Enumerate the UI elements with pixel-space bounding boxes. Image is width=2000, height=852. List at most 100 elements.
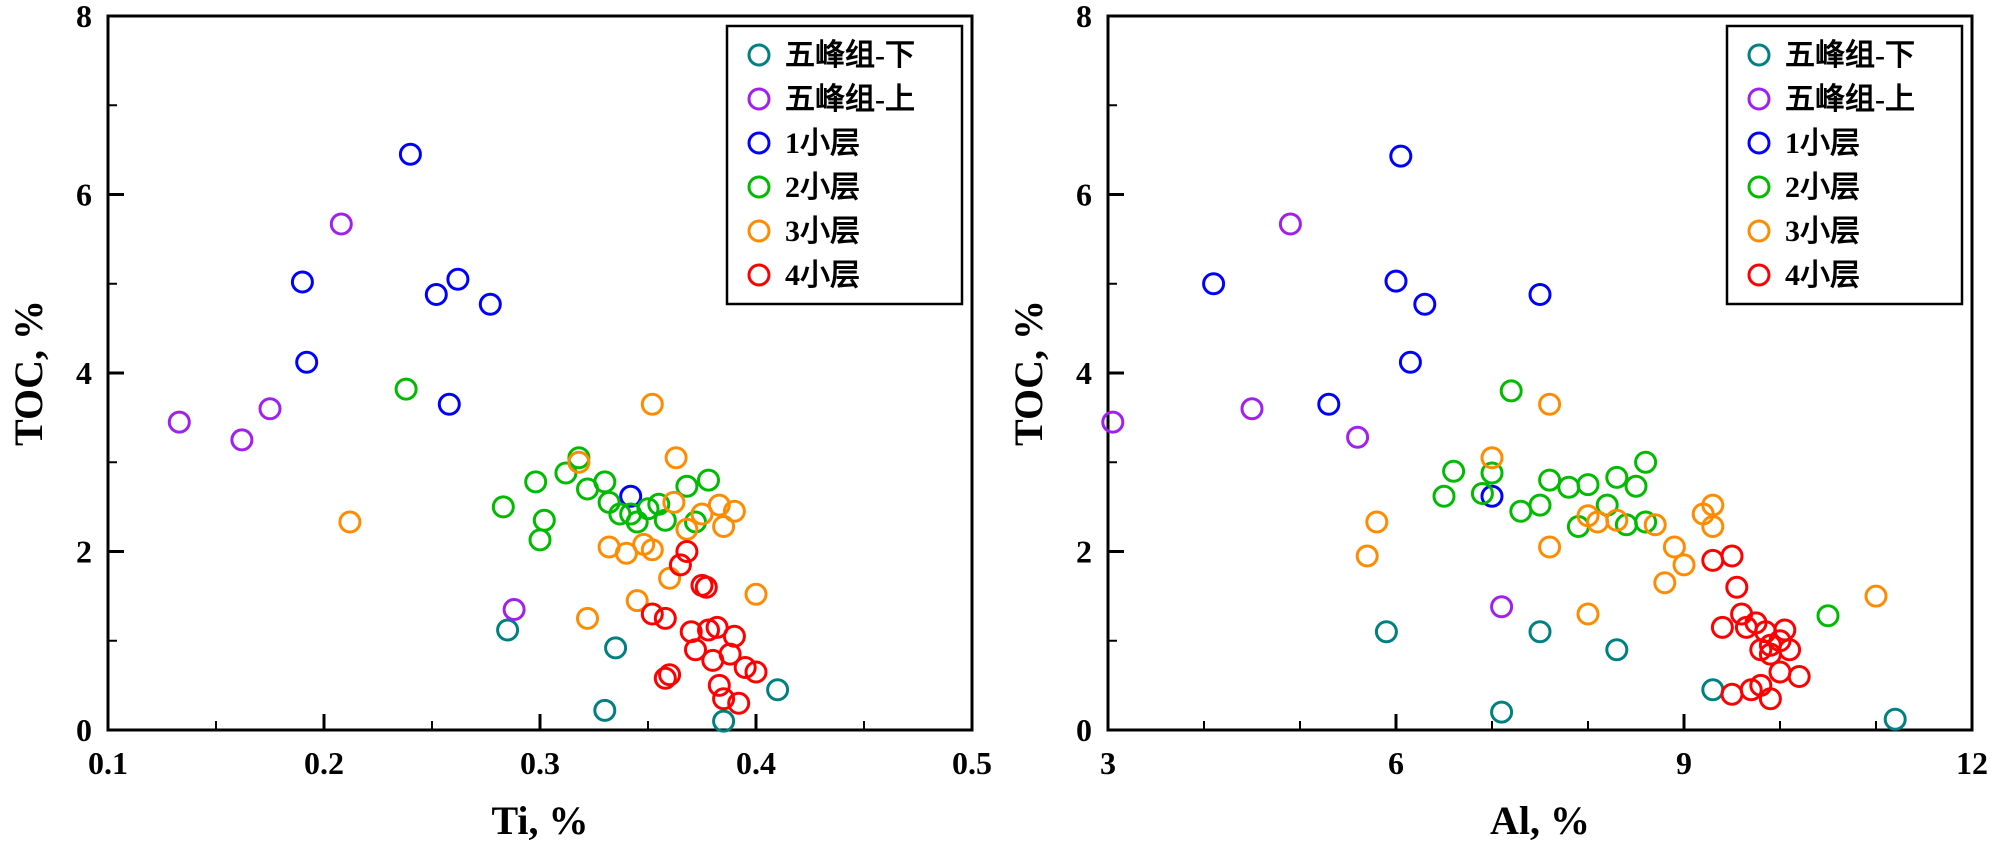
data-point: [437, 392, 461, 416]
data-point: [1346, 425, 1370, 449]
data-point: [1720, 682, 1744, 706]
data-point: [675, 540, 699, 563]
legend-marker: [1747, 175, 1771, 199]
data-point: [1413, 292, 1437, 316]
data-point: [668, 553, 692, 577]
data-point: [1538, 392, 1562, 416]
data-point: [1442, 459, 1466, 483]
y-tick-label: 0: [76, 712, 92, 748]
data-point: [1672, 553, 1696, 577]
data-point: [722, 499, 746, 523]
x-tick-label: 3: [1100, 745, 1116, 781]
data-point: [1432, 484, 1456, 508]
x-axis-title: Ti, %: [491, 798, 588, 843]
data-point: [167, 410, 191, 434]
data-point: [1710, 615, 1734, 639]
data-point: [614, 541, 638, 565]
data-point: [625, 589, 649, 613]
data-point: [1605, 638, 1629, 662]
data-point: [1528, 620, 1552, 644]
legend-marker: [1747, 43, 1771, 67]
y-tick-label: 4: [76, 355, 92, 391]
chart-panel-al-toc: 3 6 9 12 0 2 4 6 8 Al, % TOC, % 五峰组-下 五峰组-上 1小层 2小层 3小层…: [1000, 0, 2000, 852]
series-5: [1701, 544, 1811, 711]
y-tick-label: 0: [1076, 712, 1092, 748]
legend-marker: [1747, 131, 1771, 155]
data-point: [491, 495, 515, 519]
legend-label: 1小层: [785, 127, 860, 160]
y-tick-label: 4: [1076, 355, 1092, 391]
x-tick-label: 9: [1676, 745, 1692, 781]
data-point: [684, 638, 707, 662]
data-point: [524, 470, 548, 494]
data-point: [1528, 493, 1552, 517]
data-point: [619, 502, 643, 526]
data-point: [1576, 473, 1600, 497]
data-point: [1240, 397, 1264, 421]
data-point: [640, 602, 664, 626]
y-tick-label: 6: [76, 177, 92, 213]
data-point: [1605, 508, 1629, 532]
data-point: [528, 528, 552, 552]
data-point: [604, 636, 628, 660]
data-point: [1389, 144, 1413, 168]
data-point: [712, 687, 736, 711]
legend-label: 2小层: [785, 171, 860, 204]
data-point: [640, 538, 664, 562]
data-point: [712, 709, 736, 733]
data-point: [1398, 350, 1422, 374]
data-point: [722, 624, 746, 648]
data-point: [675, 517, 699, 541]
data-point: [697, 468, 720, 492]
y-tick-label: 8: [1076, 0, 1092, 34]
data-point: [1538, 468, 1562, 492]
data-point: [1773, 618, 1797, 642]
data-point: [653, 606, 677, 630]
legend-marker: [1747, 87, 1771, 111]
data-point: [446, 267, 470, 291]
legend-marker: [747, 131, 771, 155]
y-tick-label: 8: [76, 0, 92, 34]
series-2: [290, 142, 643, 508]
data-point: [1528, 283, 1552, 306]
data-point: [1317, 392, 1341, 416]
data-point: [424, 283, 448, 306]
data-point: [1758, 687, 1782, 711]
data-point: [394, 377, 418, 401]
legend-label: 3小层: [785, 215, 860, 248]
data-point: [1576, 602, 1600, 626]
plot-area: 3 6 9 12 0 2 4 6 8 Al, % TOC, %: [1006, 0, 1988, 843]
data-point: [398, 142, 422, 166]
chart-panel-ti-toc: 0.1 0.2 0.3 0.4 0.5 0 2 4 6 8 Ti, % TOC, % 五峰组-下 五峰组-…: [6, 0, 992, 843]
legend-marker: [747, 175, 771, 199]
data-point: [329, 212, 353, 236]
data-point: [653, 666, 677, 690]
legend-label: 五峰组-上: [1785, 82, 1915, 116]
series-5: [640, 540, 768, 715]
data-point: [1480, 461, 1504, 485]
data-point: [593, 698, 617, 722]
data-point: [258, 397, 282, 421]
data-point: [1816, 604, 1840, 628]
x-axis-title: Al, %: [1490, 798, 1590, 843]
y-axis-title: TOC, %: [1006, 300, 1051, 446]
data-point: [640, 392, 664, 416]
y-axis-title: TOC, %: [6, 300, 51, 446]
data-point: [690, 502, 714, 526]
data-point: [1480, 484, 1504, 508]
data-point: [290, 270, 314, 294]
data-point: [727, 691, 751, 715]
data-point: [1480, 446, 1504, 470]
data-point: [502, 598, 526, 621]
data-point: [1278, 212, 1302, 236]
series-1: [1101, 212, 1514, 619]
data-point: [1634, 450, 1658, 474]
legend-label: 3小层: [1785, 215, 1860, 248]
legend-marker: [1747, 219, 1771, 243]
x-tick-label: 0.1: [88, 745, 128, 781]
data-point: [705, 615, 729, 639]
x-tick-label: 6: [1388, 745, 1404, 781]
data-point: [619, 484, 643, 508]
legend-label: 五峰组-下: [1785, 38, 1915, 72]
